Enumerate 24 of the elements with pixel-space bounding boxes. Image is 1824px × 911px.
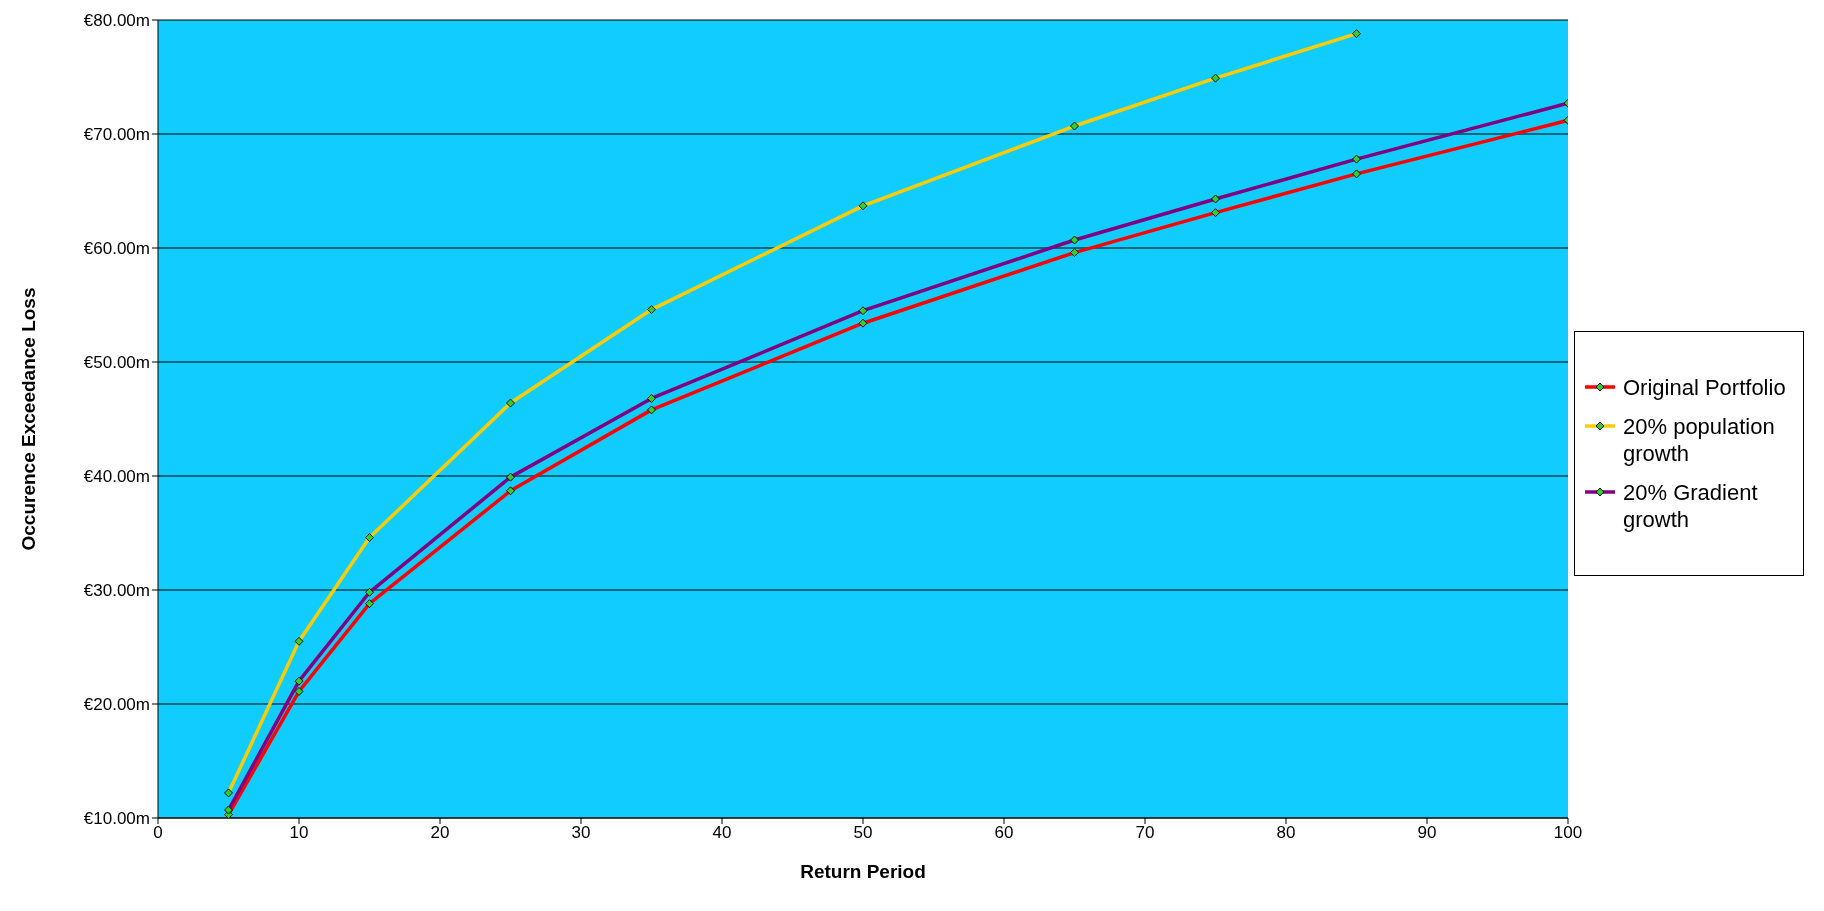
y-axis-title: Occurence Exceedance Loss xyxy=(17,287,39,551)
x-tick-label: 100 xyxy=(1553,823,1583,843)
legend-label: Original Portfolio xyxy=(1623,373,1786,401)
legend-label: 20% Gradient growth xyxy=(1623,478,1759,533)
x-tick-label: 60 xyxy=(994,823,1014,843)
x-tick-label: 0 xyxy=(153,823,163,843)
y-tick-label: €50.00m xyxy=(83,353,150,373)
y-tick-label: €10.00m xyxy=(83,809,150,829)
x-tick-label: 10 xyxy=(289,823,309,843)
x-tick-label: 90 xyxy=(1417,823,1437,843)
y-tick-label: €60.00m xyxy=(83,239,150,259)
x-axis-title: Return Period xyxy=(800,861,926,882)
y-tick-label: €20.00m xyxy=(83,695,150,715)
legend-label: 20% population growth xyxy=(1623,412,1776,467)
x-tick-label: 70 xyxy=(1135,823,1155,843)
y-tick-label: €80.00m xyxy=(83,11,150,31)
y-tick-label: €40.00m xyxy=(83,467,150,487)
x-tick-label: 80 xyxy=(1276,823,1296,843)
x-tick-label: 20 xyxy=(430,823,450,843)
x-tick-label: 30 xyxy=(571,823,591,843)
y-tick-label: €70.00m xyxy=(83,125,150,145)
y-tick-label: €30.00m xyxy=(83,581,150,601)
x-tick-label: 50 xyxy=(853,823,873,843)
x-tick-label: 40 xyxy=(712,823,732,843)
